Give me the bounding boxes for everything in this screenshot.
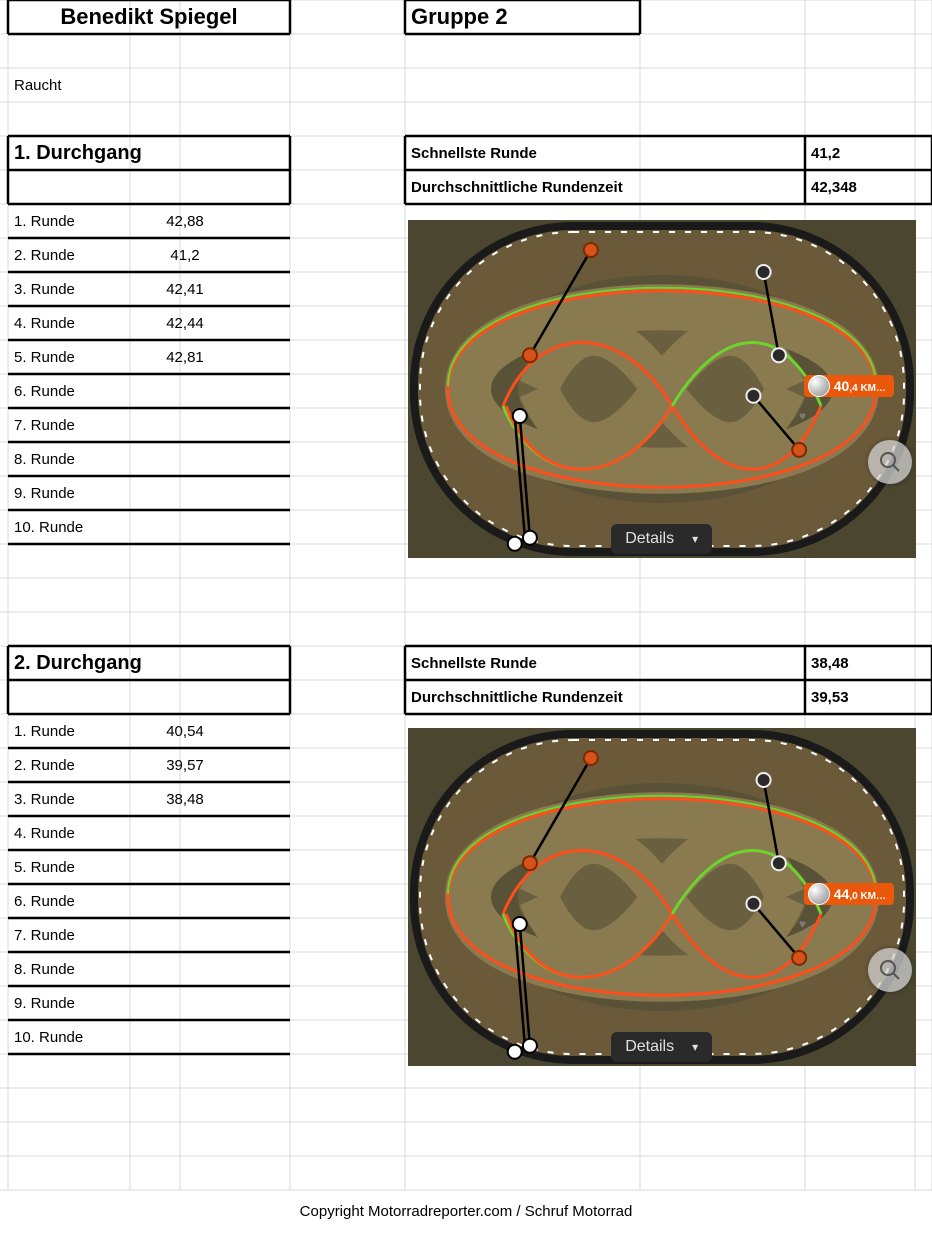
details-button[interactable]: Details ▾ <box>611 1032 712 1062</box>
lap-time <box>160 952 210 986</box>
lap-time: 42,44 <box>160 306 210 340</box>
lap-time: 39,57 <box>160 748 210 782</box>
fastest-label: Schnellste Runde <box>405 646 805 680</box>
lap-time <box>160 510 210 544</box>
driver-name: Benedikt Spiegel <box>8 0 290 34</box>
details-button[interactable]: Details ▾ <box>611 524 712 554</box>
lap-time: 40,54 <box>160 714 210 748</box>
notes-cell: Raucht <box>8 68 290 102</box>
avg-value: 42,348 <box>805 170 932 204</box>
speed-int: 44 <box>834 886 850 902</box>
lap-time <box>160 850 210 884</box>
speed-dec: ,4 KM… <box>849 383 886 394</box>
copyright-footer: Copyright Motorradreporter.com / Schruf … <box>0 1203 932 1220</box>
track-map[interactable]: 40,4 KM… ♥ Details ▾ <box>408 220 916 558</box>
zoom-button[interactable] <box>868 948 912 992</box>
lap-time <box>160 816 210 850</box>
avg-value: 39,53 <box>805 680 932 714</box>
lap-time <box>160 884 210 918</box>
lap-time <box>160 986 210 1020</box>
lap-time <box>160 918 210 952</box>
lap-time: 42,88 <box>160 204 210 238</box>
copyright-text: Copyright Motorradreporter.com / Schruf … <box>300 1203 633 1220</box>
lap-time <box>160 442 210 476</box>
lap-time <box>160 374 210 408</box>
chevron-down-icon: ▾ <box>692 1040 698 1054</box>
details-label: Details <box>625 1038 674 1056</box>
group-label: Gruppe 2 <box>405 0 640 34</box>
lap-time: 42,81 <box>160 340 210 374</box>
cells-layer: Benedikt Spiegel Gruppe 2 Raucht 1. Durchga… <box>0 0 932 1230</box>
details-label: Details <box>625 530 674 548</box>
spreadsheet-sheet: Benedikt Spiegel Gruppe 2 Raucht 1. Durchga… <box>0 0 932 1230</box>
speed-int: 40 <box>834 378 850 394</box>
zoom-button[interactable] <box>868 440 912 484</box>
chevron-down-icon: ▾ <box>692 532 698 546</box>
speed-dec: ,0 KM… <box>849 891 886 902</box>
lap-time <box>160 476 210 510</box>
lap-time <box>160 408 210 442</box>
run-title: 1. Durchgang <box>8 136 290 170</box>
fastest-value: 38,48 <box>805 646 932 680</box>
avg-label: Durchschnittliche Rundenzeit <box>405 680 805 714</box>
heart-icon[interactable]: ♥ <box>799 409 806 423</box>
lap-time <box>160 1020 210 1054</box>
fastest-value: 41,2 <box>805 136 932 170</box>
lap-time: 42,41 <box>160 272 210 306</box>
heart-icon[interactable]: ♥ <box>799 917 806 931</box>
speed-badge: 44,0 KM… <box>804 883 894 905</box>
track-map[interactable]: 44,0 KM… ♥ Details ▾ <box>408 728 916 1066</box>
lap-time: 38,48 <box>160 782 210 816</box>
lap-time: 41,2 <box>160 238 210 272</box>
avg-label: Durchschnittliche Rundenzeit <box>405 170 805 204</box>
fastest-label: Schnellste Runde <box>405 136 805 170</box>
run-title: 2. Durchgang <box>8 646 290 680</box>
speed-badge: 40,4 KM… <box>804 375 894 397</box>
